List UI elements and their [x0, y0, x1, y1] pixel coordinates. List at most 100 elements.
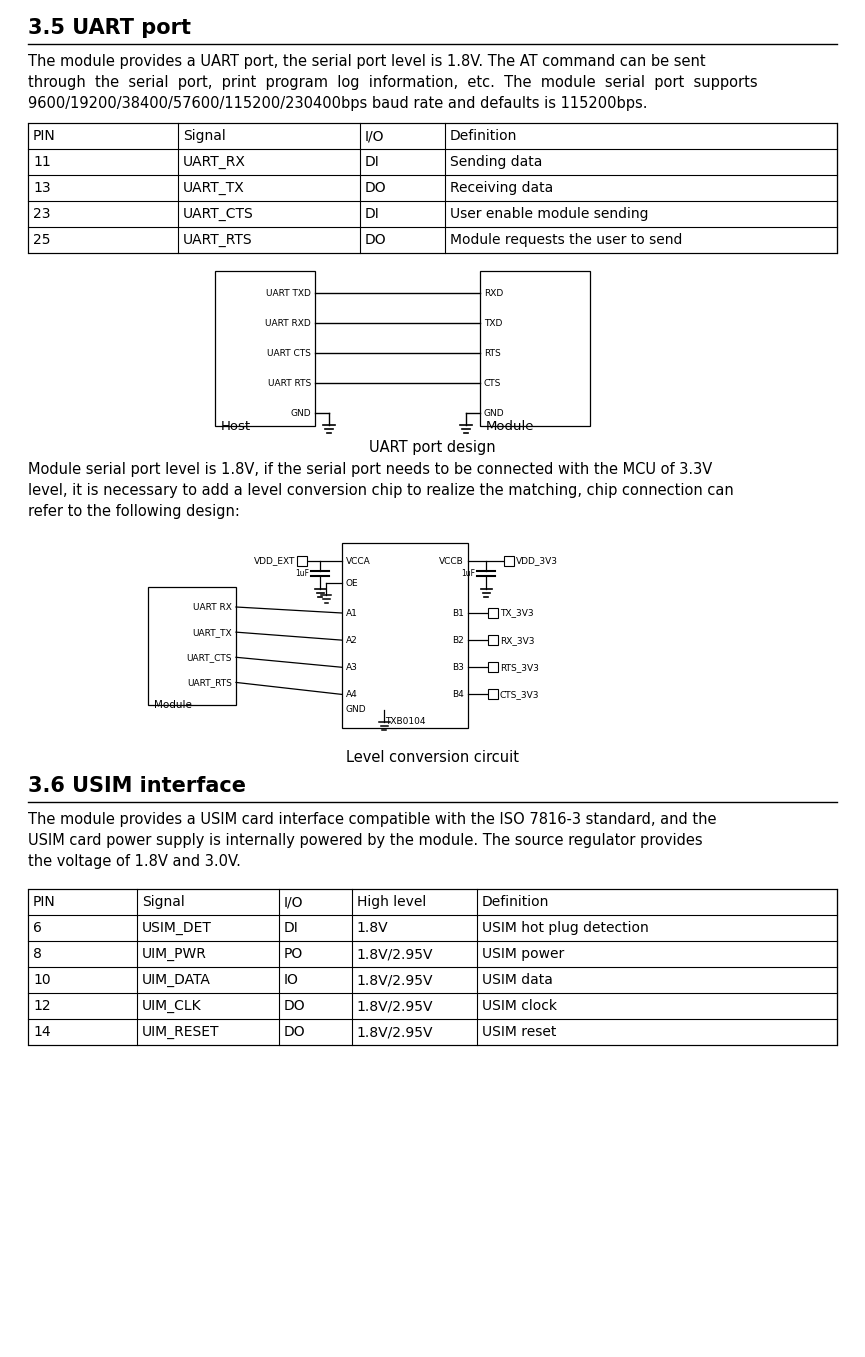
Text: 1.8V/2.95V: 1.8V/2.95V — [356, 1025, 433, 1039]
Bar — [342, 543, 468, 727]
Text: PIN: PIN — [33, 896, 55, 909]
Text: DO: DO — [284, 999, 305, 1012]
Text: VDD_EXT: VDD_EXT — [253, 556, 295, 566]
Text: IO: IO — [284, 973, 298, 987]
Text: A4: A4 — [346, 689, 358, 699]
Text: 12: 12 — [33, 999, 51, 1012]
Text: 3.5 UART port: 3.5 UART port — [28, 18, 191, 38]
Text: UART_CTS: UART_CTS — [187, 653, 232, 662]
Text: 9600/19200/38400/57600/115200/230400bps baud rate and defaults is 115200bps.: 9600/19200/38400/57600/115200/230400bps … — [28, 96, 648, 111]
Text: UART port design: UART port design — [369, 440, 496, 455]
Text: VDD_3V3: VDD_3V3 — [516, 556, 558, 566]
Text: UART_RTS: UART_RTS — [183, 233, 253, 247]
Text: UART RXD: UART RXD — [266, 319, 311, 327]
Text: 23: 23 — [33, 208, 50, 221]
Text: Level conversion circuit: Level conversion circuit — [346, 750, 519, 765]
Bar — [215, 271, 315, 426]
Bar — [488, 608, 498, 617]
Text: PIN: PIN — [33, 129, 55, 142]
Text: USIM hot plug detection: USIM hot plug detection — [482, 921, 649, 935]
Text: RTS: RTS — [484, 349, 501, 357]
Text: RXD: RXD — [484, 289, 503, 297]
Text: DO: DO — [365, 180, 387, 195]
Text: USIM data: USIM data — [482, 973, 553, 987]
Bar — [28, 889, 837, 1045]
Text: UART_CTS: UART_CTS — [183, 208, 253, 221]
Text: 8: 8 — [33, 947, 42, 961]
Text: refer to the following design:: refer to the following design: — [28, 503, 240, 518]
Text: 10: 10 — [33, 973, 51, 987]
Text: B3: B3 — [452, 662, 464, 672]
Text: UART CTS: UART CTS — [267, 349, 311, 357]
Text: B2: B2 — [452, 635, 464, 645]
Text: UIM_RESET: UIM_RESET — [142, 1025, 220, 1039]
Text: DI: DI — [365, 208, 380, 221]
Text: UART_TX: UART_TX — [192, 628, 232, 636]
Bar — [488, 689, 498, 699]
Text: I/O: I/O — [284, 896, 304, 909]
Text: the voltage of 1.8V and 3.0V.: the voltage of 1.8V and 3.0V. — [28, 854, 240, 868]
Text: VCCA: VCCA — [346, 556, 371, 566]
Text: USIM clock: USIM clock — [482, 999, 557, 1012]
Text: B1: B1 — [452, 608, 464, 617]
Bar — [297, 556, 307, 566]
Text: USIM card power supply is internally powered by the module. The source regulator: USIM card power supply is internally pow… — [28, 833, 702, 848]
Text: 14: 14 — [33, 1025, 51, 1039]
Text: USIM reset: USIM reset — [482, 1025, 556, 1039]
Text: The module provides a USIM card interface compatible with the ISO 7816-3 standar: The module provides a USIM card interfac… — [28, 811, 716, 826]
Text: A3: A3 — [346, 662, 358, 672]
Bar — [488, 662, 498, 672]
Text: UIM_DATA: UIM_DATA — [142, 973, 211, 987]
Text: 25: 25 — [33, 233, 50, 247]
Text: 1.8V: 1.8V — [356, 921, 388, 935]
Text: OE: OE — [346, 578, 359, 588]
Text: 1.8V/2.95V: 1.8V/2.95V — [356, 947, 433, 961]
Bar — [28, 123, 837, 252]
Text: UART_RX: UART_RX — [183, 155, 246, 170]
Text: TX_3V3: TX_3V3 — [500, 608, 534, 617]
Text: UART_TX: UART_TX — [183, 180, 245, 195]
Text: A1: A1 — [346, 608, 358, 617]
Text: 11: 11 — [33, 155, 51, 170]
Text: 1.8V/2.95V: 1.8V/2.95V — [356, 973, 433, 987]
Text: Receiving data: Receiving data — [450, 180, 553, 195]
Text: RX_3V3: RX_3V3 — [500, 635, 535, 645]
Text: CTS_3V3: CTS_3V3 — [500, 689, 540, 699]
Text: Module: Module — [486, 421, 535, 433]
Text: The module provides a UART port, the serial port level is 1.8V. The AT command c: The module provides a UART port, the ser… — [28, 54, 706, 69]
Text: UART RTS: UART RTS — [268, 379, 311, 388]
Text: level, it is necessary to add a level conversion chip to realize the matching, c: level, it is necessary to add a level co… — [28, 483, 734, 498]
Text: DO: DO — [284, 1025, 305, 1039]
Text: GND: GND — [291, 408, 311, 418]
Text: Module requests the user to send: Module requests the user to send — [450, 233, 682, 247]
Text: 3.6 USIM interface: 3.6 USIM interface — [28, 776, 246, 797]
Text: TXD: TXD — [484, 319, 503, 327]
Bar — [504, 556, 514, 566]
Text: 1.8V/2.95V: 1.8V/2.95V — [356, 999, 433, 1012]
Text: DI: DI — [365, 155, 380, 170]
Text: through  the  serial  port,  print  program  log  information,  etc.  The  modul: through the serial port, print program l… — [28, 75, 758, 90]
Text: Signal: Signal — [142, 896, 185, 909]
Text: 1uF: 1uF — [295, 569, 309, 578]
Text: DO: DO — [365, 233, 387, 247]
Bar — [148, 588, 236, 706]
Text: 1uF: 1uF — [461, 569, 475, 578]
Text: High level: High level — [356, 896, 426, 909]
Text: Module serial port level is 1.8V, if the serial port needs to be connected with : Module serial port level is 1.8V, if the… — [28, 461, 712, 478]
Text: USIM_DET: USIM_DET — [142, 921, 212, 935]
Bar — [480, 271, 590, 426]
Text: RTS_3V3: RTS_3V3 — [500, 662, 539, 672]
Text: GND: GND — [346, 706, 367, 715]
Text: TXB0104: TXB0104 — [385, 718, 426, 726]
Text: Signal: Signal — [183, 129, 226, 142]
Text: UIM_CLK: UIM_CLK — [142, 999, 202, 1012]
Text: 13: 13 — [33, 180, 51, 195]
Text: Definition: Definition — [482, 896, 549, 909]
Text: CTS: CTS — [484, 379, 502, 388]
Text: A2: A2 — [346, 635, 358, 645]
Bar — [488, 635, 498, 645]
Text: User enable module sending: User enable module sending — [450, 208, 648, 221]
Text: USIM power: USIM power — [482, 947, 564, 961]
Text: Module: Module — [154, 700, 192, 710]
Text: 6: 6 — [33, 921, 42, 935]
